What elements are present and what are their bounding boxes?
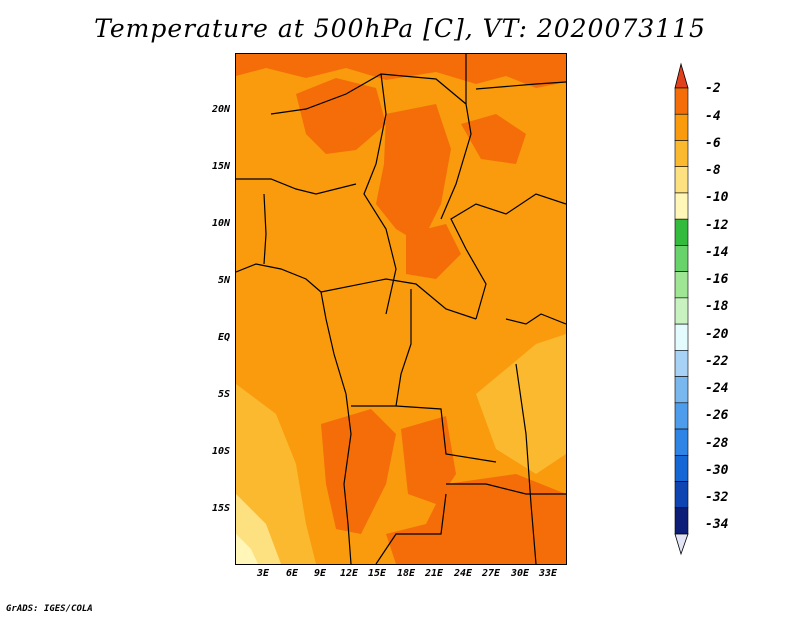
colorbar-segment [674,218,689,246]
colorbar-label: -30 [705,463,729,478]
field-warm-angola [321,409,396,534]
field-warm-south [386,474,566,564]
colorbar-segment [674,402,689,430]
field-warm-zambia-west [401,416,456,504]
field-warm-car [406,224,461,279]
colorbar-segment [674,376,689,404]
colorbar [674,62,689,556]
temperature-field [236,54,566,564]
field-warm-sudan [461,114,526,164]
colorbar-label: -14 [705,245,729,260]
colorbar-segment [674,166,689,194]
colorbar-segment [674,192,689,220]
colorbar-label: -28 [705,436,729,451]
colorbar-segment [674,323,689,351]
field-warm-sahara [296,78,386,154]
grads-credit: GrADS: IGES/COLA [6,604,93,614]
colorbar-segment [674,87,689,115]
plot-title: Temperature at 500hPa [C], VT: 202007311… [94,14,706,43]
colorbar-label: -6 [705,136,721,151]
colorbar-label: -4 [705,109,721,124]
colorbar-label: -22 [705,354,729,369]
lon-label: 6E [285,568,299,579]
colorbar-segment [674,113,689,141]
colorbar-label: -32 [705,490,729,505]
colorbar-segment [674,350,689,377]
lat-label: 15S [211,503,230,514]
field-warm-north [236,54,566,88]
lat-label: 15N [211,161,230,172]
colorbar-label: -24 [705,381,729,396]
lon-label: 15E [367,568,387,579]
country-borders [236,54,566,564]
field-cool-east-africa [476,334,566,474]
colorbar-label: -26 [705,408,729,423]
colorbar-segment [674,481,689,509]
colorbar-label: -10 [705,190,729,205]
lon-label: 33E [538,568,558,579]
lon-label: 24E [453,568,473,579]
lat-label: 10S [211,446,230,457]
lon-label: 12E [339,568,359,579]
field-warm-chad [376,104,451,244]
colorbar-segment [674,454,689,482]
colorbar-label: -12 [705,218,729,233]
colorbar-segment [674,507,689,535]
lon-label: 27E [481,568,501,579]
lon-label: 9E [313,568,327,579]
lat-label: 5S [217,389,230,400]
colorbar-label: -16 [705,272,729,287]
lon-label: 21E [424,568,444,579]
colorbar-bottom-triangle [674,533,689,556]
field-coolest-corner [236,534,258,564]
lon-label: 18E [396,568,416,579]
map-plot [235,53,567,565]
lon-label: 3E [256,568,270,579]
colorbar-label: -34 [705,517,729,532]
colorbar-label: -2 [705,81,721,96]
lat-label: 5N [217,275,230,286]
colorbar-label: -8 [705,163,721,178]
colorbar-segment [674,271,689,299]
lat-label: 20N [211,104,230,115]
colorbar-top-triangle [674,62,689,89]
lon-label: 30E [510,568,530,579]
lat-label: EQ [217,332,230,343]
colorbar-label: -18 [705,299,729,314]
colorbar-segment [674,245,689,272]
colorbar-segment [674,297,689,325]
colorbar-segment [674,140,689,168]
colorbar-label: -20 [705,327,729,342]
colorbar-segment [674,428,689,456]
lat-label: 10N [211,218,230,229]
